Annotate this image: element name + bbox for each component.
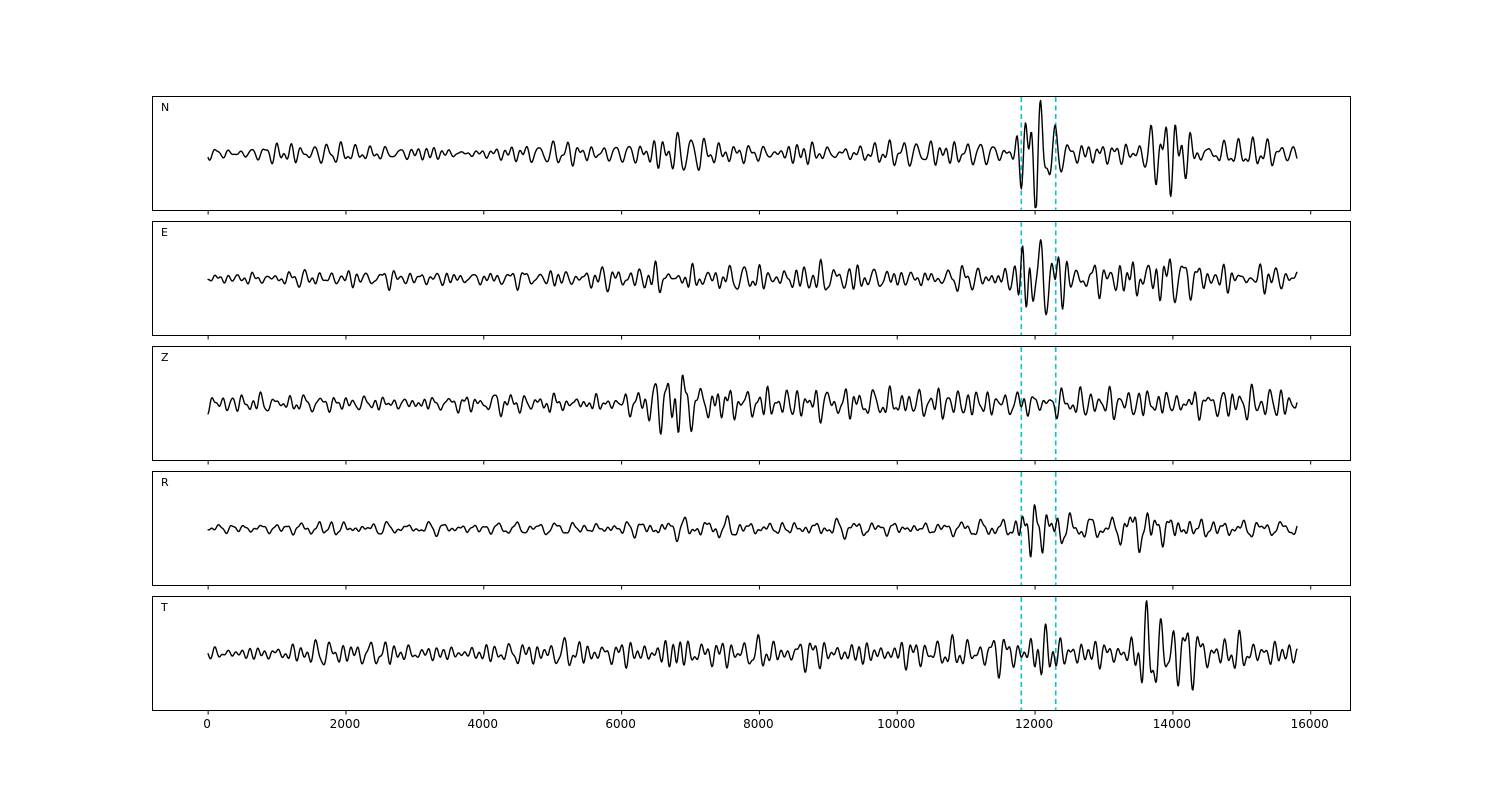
panel-label-z: Z: [161, 351, 169, 364]
waveform-trace-z: [207, 347, 1312, 465]
waveform-trace-t: [207, 597, 1312, 715]
x-tick-label: 8000: [743, 717, 774, 731]
panel-label-e: E: [161, 226, 168, 239]
x-tick-label: 12000: [1014, 717, 1054, 731]
waveform-trace-r: [207, 472, 1312, 590]
x-tick-label: 6000: [605, 717, 636, 731]
subplot-r: R: [152, 471, 1351, 590]
x-tick-label: 10000: [877, 717, 916, 731]
subplot-n: N: [152, 96, 1351, 215]
x-tick-label: 0: [203, 717, 211, 731]
waveform-trace-e: [207, 222, 1312, 340]
panel-label-t: T: [161, 601, 168, 614]
subplot-e: E: [152, 221, 1351, 340]
subplot-z: Z: [152, 346, 1351, 465]
x-tick-label: 16000: [1290, 717, 1329, 731]
panel-label-r: R: [161, 476, 169, 489]
x-tick-label: 2000: [329, 717, 361, 731]
panel-label-n: N: [161, 101, 170, 114]
x-tick-label: 4000: [467, 717, 499, 731]
x-tick-label: 14000: [1152, 717, 1191, 731]
subplot-t: T: [152, 596, 1351, 715]
waveform-trace-n: [207, 97, 1312, 215]
